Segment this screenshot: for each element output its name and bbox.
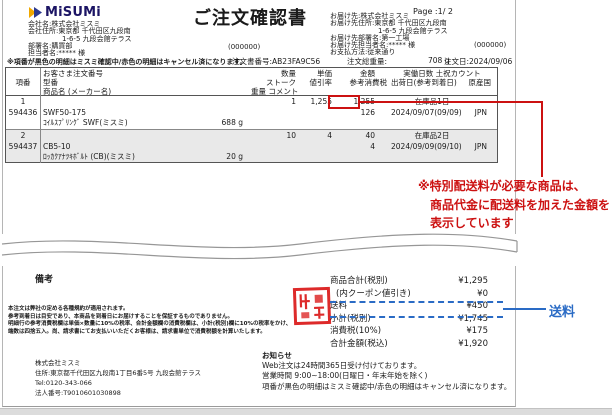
header-delivery: 実働日数 土祝カウント 出荷日(参考到着日) 原産国: [391, 69, 491, 87]
ship-to-department: お届け先部署名:第一工場: [330, 33, 410, 42]
ship-date: 2024/09/09(09/10): [391, 141, 462, 151]
item-no: 2: [20, 131, 26, 140]
ship-to-address2: 1-6-5 九段会館テラス: [378, 26, 448, 35]
item-qty: 10: [286, 131, 296, 140]
order-date: 注文日:2024/09/06: [444, 57, 513, 66]
buyer-address1: 会社住所:東京都 千代田区九段南: [28, 27, 131, 36]
page-bottom-edge: [0, 408, 612, 415]
footer-company-name: 株式会社ミスミ: [35, 359, 81, 367]
line-items-table: 項番 お客さま注文番号 型番 商品名 (メーカー名) 数量 ストーク 重量 コメ…: [5, 67, 498, 163]
item-tax: 4: [370, 141, 375, 151]
item-qty: 1: [291, 97, 296, 106]
origin-country: JPN: [474, 107, 487, 117]
header-item-no: 項番: [6, 68, 41, 96]
origin-country: JPN: [474, 141, 487, 151]
document-page-1: [2, 0, 516, 234]
ship-to-address1: お届け先住所:東京都 千代田区九段南: [330, 19, 447, 28]
payment-method: お支払方法:従来通り: [330, 48, 396, 57]
total-row-grand-total: 合計金額(税込) ¥1,920: [330, 338, 488, 349]
ship-to-block: お届け先:株式会社ミスミ お届け先住所:東京都 千代田区九段南 1-6-5 九段…: [330, 12, 448, 57]
item-tax: 126: [360, 107, 375, 117]
special-shipping-note: ※特別配送料が必要な商品は、 商品代金に配送料を加えた金額を 表示しています: [418, 179, 611, 230]
document-title: ご注文確認書: [193, 8, 307, 29]
page-number: Page :1/ 2: [413, 7, 454, 16]
total-row-shipping: 送料 ¥450: [330, 301, 488, 311]
header-qty: 数量 ストーク 重量 コメント: [251, 69, 299, 96]
red-leader-line-vertical: [541, 101, 543, 177]
header-amount: 金額 参考消費税: [349, 69, 388, 87]
table-row: 2 594437 CB5-10 ﾛｯｶｸｱﾅﾂｷﾎﾞﾙﾄ (CB)(ミスミ) 2…: [6, 129, 497, 163]
part-number: CB5-10: [43, 141, 71, 151]
buyer-address2: 1-6-5 九段会館テラス: [62, 34, 132, 43]
remarks-heading: 備考: [35, 275, 54, 285]
product-name: ﾛｯｶｸｱﾅﾂｷﾎﾞﾙﾄ (CB)(ミスミ): [43, 152, 135, 161]
shipping-dash-top: [330, 301, 503, 303]
misumi-arrow-icon: [29, 7, 42, 18]
item-code: 594436: [8, 107, 38, 117]
ship-to-code: (000000): [474, 41, 507, 49]
totals-block: 商品合計(税別) ¥1,295 (内クーポン値引き) ¥0 送料 ¥450 小計(税別…: [330, 276, 488, 351]
notice-heading: お知らせ: [262, 351, 292, 360]
footer-company-address: 住所:東京都千代田区九段南1丁目6番5号 九段会館テラス: [35, 369, 202, 377]
footer-corporate-number: 法人番号:T9010601030898: [35, 389, 121, 397]
shipping-dash-bottom: [330, 316, 503, 318]
order-number: 注文書番号:AB23FA9C56: [232, 57, 321, 66]
total-row-coupon: (内クーポン値引き) ¥0: [336, 288, 488, 299]
company-footer: 株式会社ミスミ 住所:東京都千代田区九段南1丁目6番5号 九段会館テラス Tel…: [35, 358, 201, 398]
red-leader-line-horizontal: [360, 101, 543, 103]
page-tear-separator: [1, 233, 518, 260]
shipping-callout-label: 送料: [549, 305, 576, 320]
buyer-company: 会社名:株式会社ミスミ: [28, 20, 101, 28]
notice-block: お知らせ Web注文は24時間365日受け付けております。 営業時間 9:00~…: [262, 351, 512, 391]
document-page-2: [2, 266, 516, 407]
status-note: ※項番が黒色の明細はミスミ確認中/赤色の明細はキャンセル済になります。: [7, 58, 247, 66]
buyer-block: 会社名:株式会社ミスミ 会社住所:東京都 千代田区九段南 1-6-5 九段会館テ…: [28, 20, 132, 58]
header-unit-price: 単価 値引率: [309, 69, 333, 87]
ship-to-person: お届け先担当者名:***** 様: [330, 41, 416, 50]
total-row-subtotal: 小計(税別) ¥1,745: [330, 313, 488, 324]
ship-to-name: お届け先:株式会社ミスミ: [330, 12, 410, 20]
blue-leader-line: [503, 308, 546, 310]
item-unit-price: 1,255: [310, 97, 332, 106]
remarks-fine-print: 本注文は弊社の定める各種規約が適用されます。 参考到着日は目安であり、本商品を到…: [8, 306, 292, 335]
lead-time: 在庫品2日: [414, 131, 450, 140]
buyer-department: 部署名:購買部: [28, 41, 73, 50]
item-no: 1: [20, 97, 26, 106]
total-row-subtotal-items: 商品合計(税別) ¥1,295: [330, 276, 488, 286]
order-weight-label: 注文総重量:: [347, 57, 388, 66]
order-weight-value: 708 g: [428, 56, 450, 65]
total-row-tax: 消費税(10%) ¥175: [330, 326, 488, 336]
item-weight: 20 g: [226, 152, 243, 161]
table-header-row: 項番 お客さま注文番号 型番 商品名 (メーカー名) 数量 ストーク 重量 コメ…: [6, 68, 497, 96]
buyer-person: 担当者名:***** 様: [28, 49, 86, 58]
misumi-logo-text: MiSUMi: [45, 5, 101, 20]
ship-date: 2024/09/07(09/09): [391, 107, 462, 117]
buyer-code: (000000): [228, 43, 261, 51]
amount-highlight-box: [328, 95, 360, 109]
product-name: ｺｲﾙｽﾌﾟﾘﾝｸﾞ SWF(ミスミ): [43, 118, 128, 127]
footer-company-tel: Tel:0120-343-066: [35, 379, 92, 387]
header-main: お客さま注文番号 型番 商品名 (メーカー名): [43, 69, 112, 96]
company-seal-stamp: [292, 286, 332, 326]
misumi-logo: MiSUMi: [28, 5, 101, 20]
part-number: SWF50-175: [43, 107, 87, 117]
item-unit-price: 4: [327, 131, 332, 140]
item-amount: 40: [365, 131, 375, 140]
item-weight: 688 g: [221, 118, 243, 127]
item-code: 594437: [8, 141, 38, 151]
